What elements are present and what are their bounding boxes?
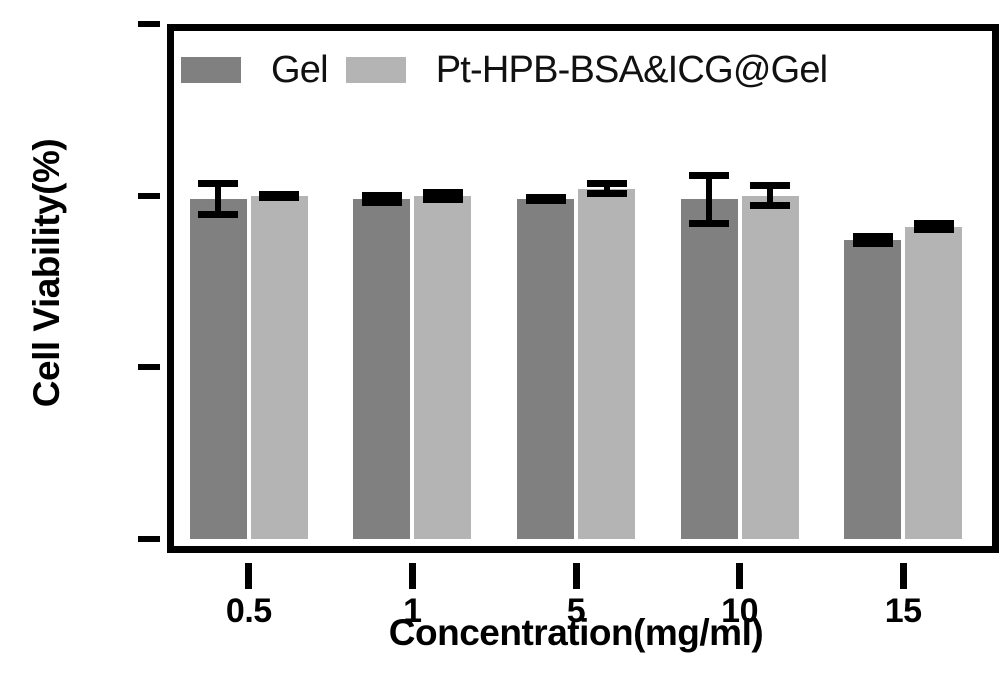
error-bar-cap-upper: [198, 180, 238, 187]
bar-gel-10: [681, 199, 738, 539]
y-tick-mark: [138, 536, 160, 542]
x-tick-mark: [736, 563, 743, 589]
x-tick-mark: [573, 563, 580, 589]
error-bar: [517, 194, 574, 204]
plot-area: 0501001500.5151015: [167, 24, 992, 546]
y-tick-mark: [138, 21, 160, 27]
error-bar-cap-lower: [853, 240, 893, 247]
x-tick-label: 1: [342, 592, 482, 631]
error-bar-stem: [706, 172, 712, 227]
y-tick-mark: [138, 364, 160, 370]
legend-label-pt-hpb-bsa-icg-gel: Pt-HPB-BSA&ICG@Gel: [436, 49, 828, 92]
x-tick-label: 0.5: [179, 592, 319, 631]
error-bar-cap-lower: [198, 211, 238, 218]
legend-item-pt-hpb-bsa-icg-gel: Pt-HPB-BSA&ICG@Gel: [346, 49, 846, 92]
error-bar: [578, 180, 635, 197]
bar-pt-hpb-bsa-icg-gel-15: [905, 227, 962, 539]
y-axis-title: Cell Viability(%): [26, 58, 68, 488]
error-bar-cap-lower: [914, 226, 954, 233]
x-tick-mark: [900, 563, 907, 589]
bar-chart-figure: Cell Viability(%) Concentration(mg/ml) 0…: [0, 0, 1000, 674]
legend-label-gel: Gel: [271, 49, 328, 92]
error-bar-cap-lower: [526, 197, 566, 204]
x-tick-mark: [409, 563, 416, 589]
x-tick-mark: [245, 563, 252, 589]
bar-pt-hpb-bsa-icg-gel-5: [578, 189, 635, 539]
legend-swatch-gel: [181, 57, 241, 83]
x-tick-label: 15: [833, 592, 973, 631]
error-bar: [251, 191, 308, 201]
error-bar-cap-upper: [689, 172, 729, 179]
chart-legend: Gel Pt-HPB-BSA&ICG@Gel: [181, 44, 845, 96]
x-tick-label: 10: [670, 592, 810, 631]
error-bar: [905, 220, 962, 234]
bar-pt-hpb-bsa-icg-gel-0.5: [251, 196, 308, 539]
error-bar-cap-lower: [259, 194, 299, 201]
error-bar-cap-lower: [423, 196, 463, 203]
bar-gel-1: [353, 199, 410, 539]
bar-pt-hpb-bsa-icg-gel-1: [414, 196, 471, 539]
legend-swatch-pt-hpb-bsa-icg-gel: [346, 57, 406, 83]
error-bar: [353, 192, 410, 206]
x-tick-label: 5: [506, 592, 646, 631]
bar-gel-0.5: [190, 199, 247, 539]
legend-item-gel: Gel: [181, 49, 346, 92]
error-bar-cap-lower: [362, 199, 402, 206]
error-bar-cap-lower: [750, 202, 790, 209]
error-bar-cap-lower: [587, 190, 627, 197]
bar-gel-15: [844, 240, 901, 539]
bar-pt-hpb-bsa-icg-gel-10: [742, 196, 799, 539]
error-bar: [844, 233, 901, 247]
error-bar-cap-lower: [689, 220, 729, 227]
error-bar: [190, 180, 247, 218]
error-bar-cap-upper: [587, 180, 627, 187]
error-bar: [742, 182, 799, 209]
y-tick-mark: [138, 193, 160, 199]
error-bar: [681, 172, 738, 227]
bar-gel-5: [517, 199, 574, 539]
error-bar-cap-upper: [750, 182, 790, 189]
error-bar: [414, 189, 471, 203]
